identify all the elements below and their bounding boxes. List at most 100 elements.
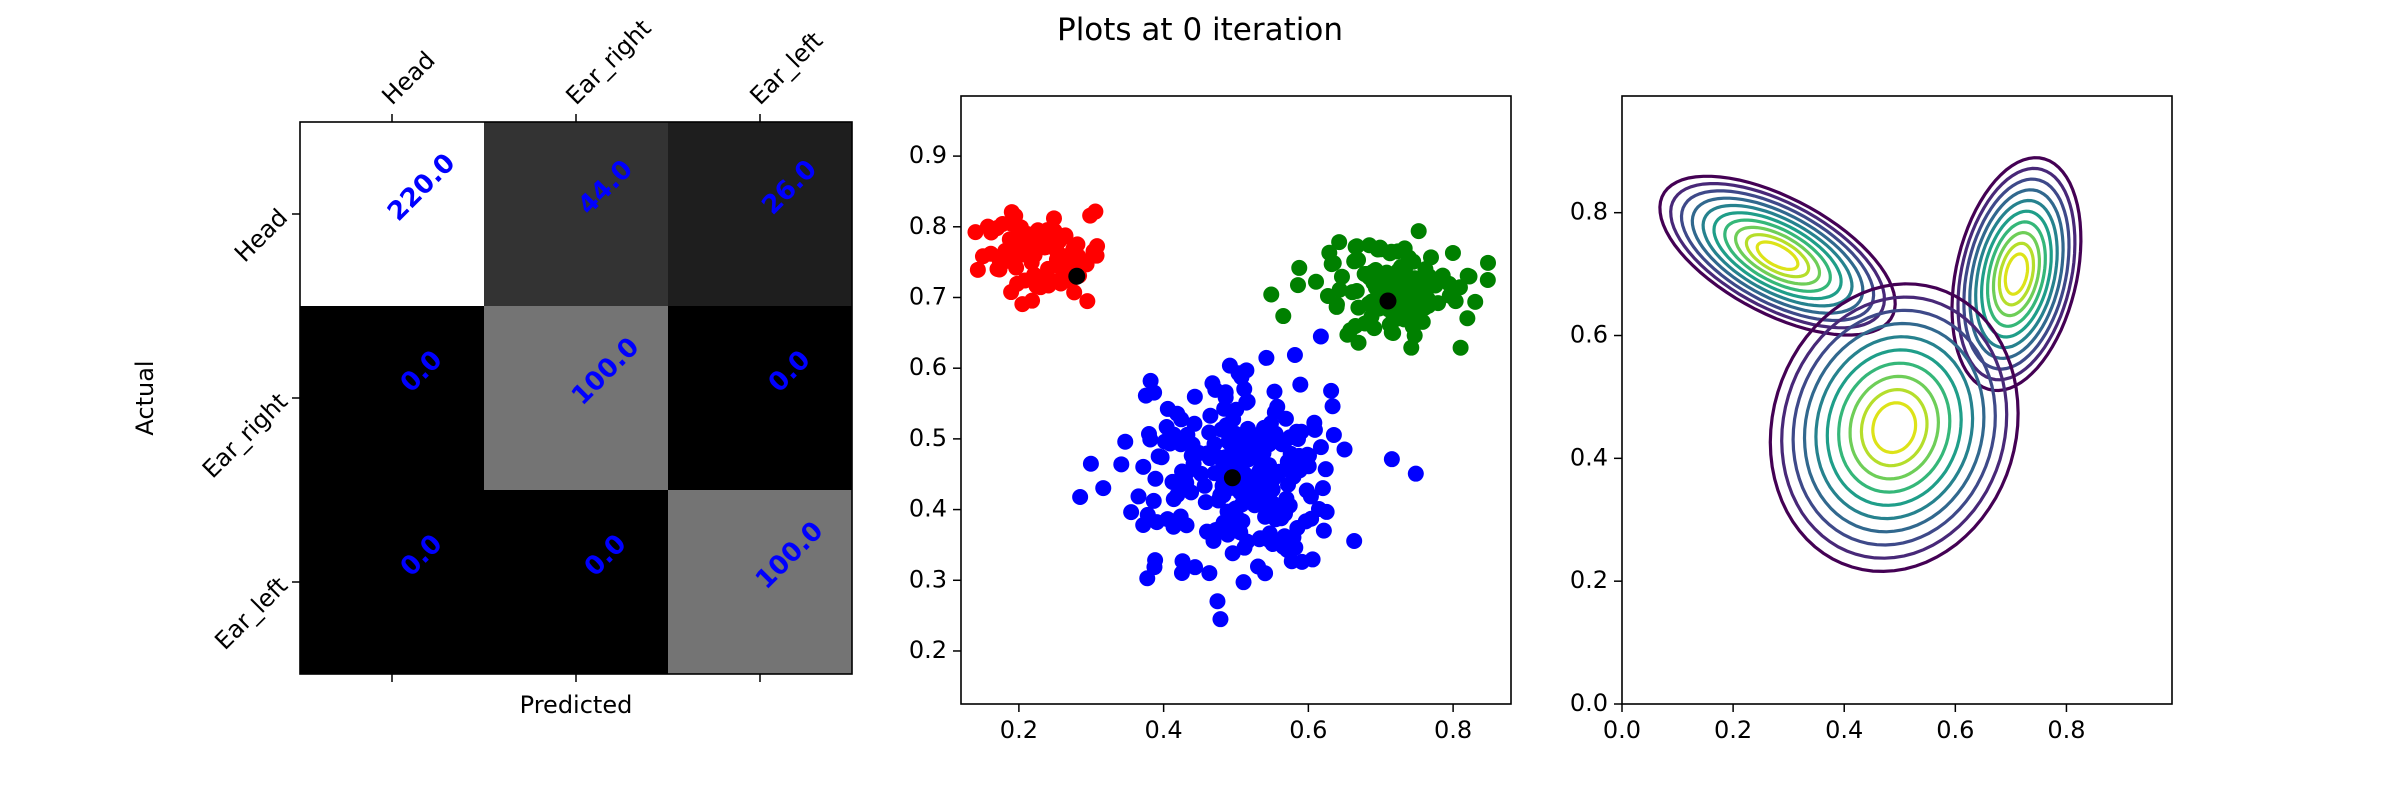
scatter-point [1202, 407, 1219, 424]
contour-level [1837, 361, 1952, 494]
centroid-point [1223, 469, 1241, 487]
scatter-point [1373, 241, 1390, 258]
contour-level [1825, 348, 1963, 507]
scatter-point [1306, 414, 1323, 431]
scatter-point [1247, 482, 1264, 499]
scatter-point [1135, 458, 1152, 475]
y-tick-label: Ear_left [209, 571, 293, 655]
scatter-point [1178, 464, 1195, 481]
contour-level [1744, 233, 1811, 279]
scatter-point [1405, 296, 1422, 313]
contour-level [1690, 196, 1865, 315]
contour-level [1950, 156, 2083, 393]
scatter-point [1267, 500, 1284, 517]
scatter-point [1123, 504, 1140, 521]
scatter-point [1082, 207, 1099, 224]
contour-level [1848, 374, 1941, 481]
scatter-point [1233, 484, 1250, 501]
scatter-point [1452, 339, 1469, 356]
contour-level [1768, 282, 2020, 574]
scatter-point [1244, 449, 1261, 466]
contour-panel: 0.0 0.2 0.4 0.6 0.8 0.0 0.2 0.4 0.6 0.8 [1570, 95, 2173, 744]
scatter-point [1156, 433, 1173, 450]
contour-lines [1658, 156, 2083, 574]
matrix-cell [300, 122, 484, 306]
scatter-point [1383, 451, 1400, 468]
scatter-point [1032, 231, 1049, 248]
y-tick-label: 0.2 [909, 636, 947, 664]
scatter-point [1212, 611, 1229, 628]
scatter-point [1317, 461, 1334, 478]
scatter-point [1197, 494, 1214, 511]
scatter-point [1312, 439, 1329, 456]
contour-level [1658, 174, 1897, 337]
scatter-point [1333, 268, 1350, 285]
scatter-panel: 0.2 0.4 0.6 0.8 0.2 0.3 0.4 0.5 0.6 0.7 0.8 0.9 [909, 95, 1512, 744]
scatter-point [1209, 593, 1226, 610]
scatter-point [1275, 308, 1292, 325]
scatter-point [1292, 376, 1309, 393]
scatter-point [1217, 384, 1234, 401]
scatter-point [1171, 479, 1188, 496]
scatter-point [1113, 456, 1130, 473]
scatter-point [1051, 255, 1068, 272]
contour-level [1669, 182, 1887, 330]
scatter-point [1069, 236, 1086, 253]
scatter-point [1331, 281, 1348, 298]
contour-level [1755, 240, 1800, 271]
scatter-point [1158, 419, 1175, 436]
y-tick-label: Head [229, 203, 293, 267]
matrix-cell [484, 306, 668, 490]
scatter-point [1324, 398, 1341, 415]
scatter-point [1410, 223, 1427, 240]
scatter-point [1254, 431, 1271, 448]
y-tick-label: 0.5 [909, 424, 947, 452]
scatter-point [1001, 231, 1018, 248]
scatter-point [1237, 469, 1254, 486]
centroid-point [1068, 267, 1086, 285]
axes-frame [960, 95, 1512, 705]
x-tick-label: 0.6 [1936, 716, 1974, 744]
x-tick-label: 0.4 [1145, 716, 1183, 744]
scatter-point [1406, 327, 1423, 344]
contour-level [1991, 230, 2041, 318]
scatter-point [1346, 532, 1363, 549]
y-tick-label: 0.8 [1570, 198, 1608, 226]
scatter-point [1215, 514, 1232, 531]
figure-title: Plots at 0 iteration [1057, 12, 1343, 48]
x-tick-label: 0.2 [1000, 716, 1038, 744]
scatter-point [1146, 559, 1163, 576]
scatter-point [1252, 530, 1269, 547]
scatter-point [1459, 310, 1476, 327]
matrix-cell [668, 122, 852, 306]
contour-level [1986, 220, 2047, 328]
contour-level [1979, 209, 2053, 339]
axes-frame [1621, 95, 2173, 705]
scatter-point [1344, 284, 1361, 301]
x-tick-label: Head [376, 46, 440, 110]
y-axis-label: Actual [131, 360, 159, 435]
scatter-point [1173, 564, 1190, 581]
matrix-cell [668, 306, 852, 490]
scatter-point [1350, 334, 1367, 351]
y-tick-label: 0.4 [1570, 443, 1608, 471]
scatter-point [1082, 455, 1099, 472]
scatter-point [1325, 426, 1342, 443]
scatter-point [1024, 292, 1041, 309]
scatter-point [1225, 411, 1242, 428]
scatter-point [1146, 384, 1163, 401]
scatter-point [1278, 490, 1295, 507]
scatter-point [1291, 259, 1308, 276]
matrix-cell [484, 122, 668, 306]
scatter-point [1012, 219, 1029, 236]
x-tick-label: 0.6 [1289, 716, 1327, 744]
matrix-cell [300, 306, 484, 490]
scatter-point [1459, 267, 1476, 284]
scatter-point [1365, 274, 1382, 291]
scatter-point [1363, 308, 1380, 325]
x-tick-label: 0.4 [1825, 716, 1863, 744]
scatter-point [1434, 267, 1451, 284]
scatter-point [1249, 466, 1266, 483]
scatter-point [1407, 465, 1424, 482]
